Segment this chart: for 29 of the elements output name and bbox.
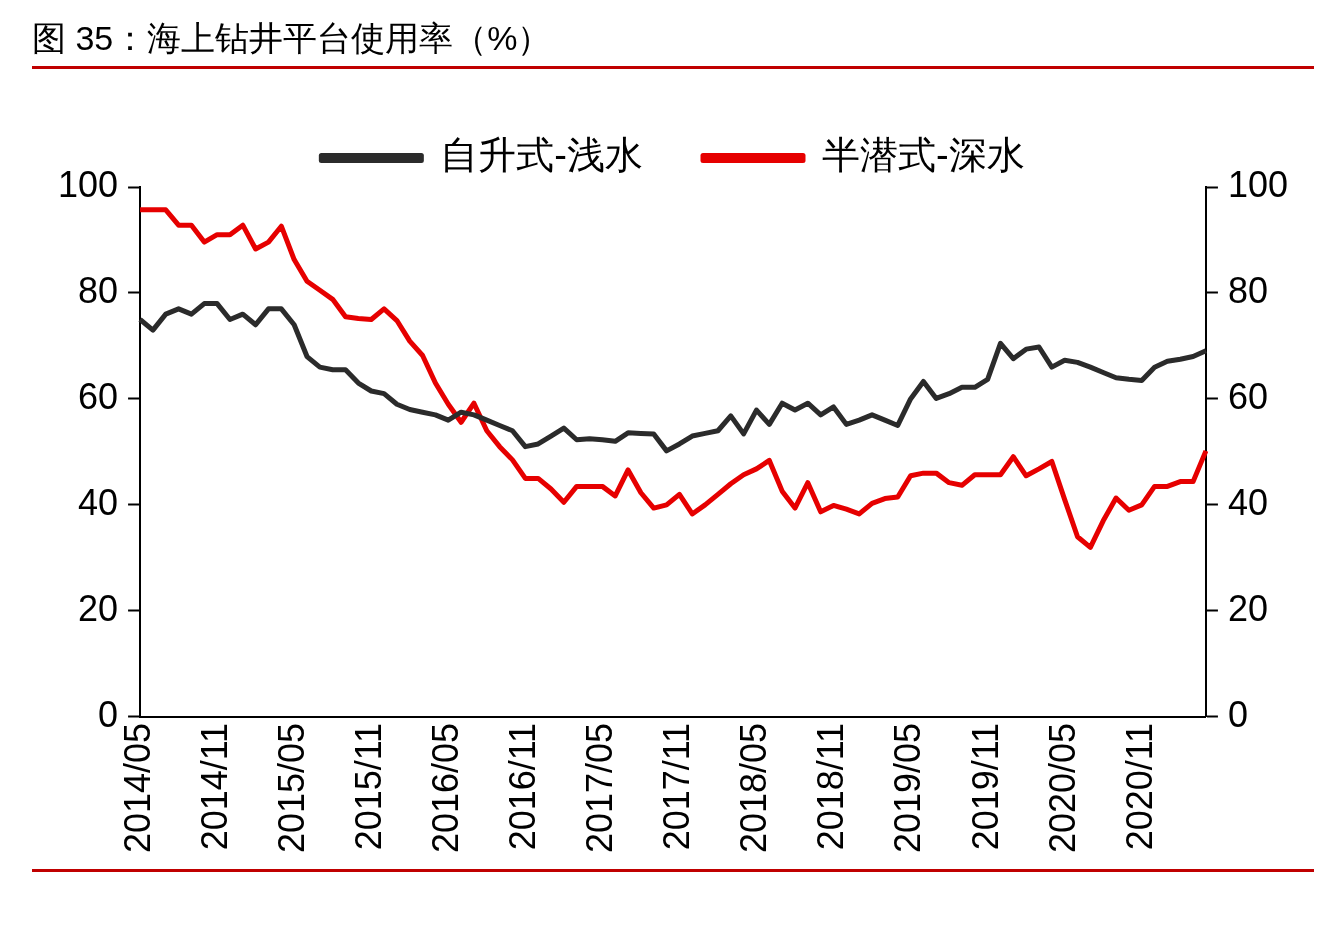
y2-tick-label: 100 bbox=[1227, 163, 1289, 205]
y-tick-label: 40 bbox=[78, 481, 119, 523]
x-tick-label: 2015/05 bbox=[271, 722, 313, 854]
x-tick-label: 2015/11 bbox=[348, 722, 390, 851]
y-tick-label: 60 bbox=[78, 375, 119, 417]
y-tick-label: 20 bbox=[78, 587, 119, 629]
legend-label: 自升式-浅水 bbox=[440, 134, 643, 177]
y-tick-label: 0 bbox=[98, 693, 119, 735]
y2-tick-label: 80 bbox=[1227, 269, 1268, 311]
y-tick-label: 100 bbox=[57, 163, 119, 205]
y2-tick-label: 0 bbox=[1227, 693, 1248, 735]
x-tick-label: 2014/05 bbox=[116, 722, 158, 854]
x-tick-label: 2016/11 bbox=[502, 722, 544, 851]
x-tick-label: 2018/11 bbox=[810, 722, 852, 851]
x-tick-label: 2020/05 bbox=[1041, 722, 1083, 854]
x-tick-label: 2016/05 bbox=[425, 722, 467, 854]
y2-tick-label: 60 bbox=[1227, 375, 1268, 417]
y2-tick-label: 40 bbox=[1227, 481, 1268, 523]
legend-label: 半潜式-深水 bbox=[822, 134, 1025, 177]
x-tick-label: 2020/11 bbox=[1118, 722, 1160, 851]
x-tick-label: 2019/05 bbox=[887, 722, 929, 854]
x-tick-label: 2014/11 bbox=[194, 722, 236, 851]
x-tick-label: 2019/11 bbox=[964, 722, 1006, 851]
x-tick-label: 2017/05 bbox=[579, 722, 621, 854]
x-tick-label: 2017/11 bbox=[656, 722, 698, 851]
x-tick-label: 2018/05 bbox=[733, 722, 775, 854]
y2-tick-label: 20 bbox=[1227, 587, 1268, 629]
y-tick-label: 80 bbox=[78, 269, 119, 311]
chart-title: 图 35：海上钻井平台使用率（%） bbox=[31, 18, 553, 59]
